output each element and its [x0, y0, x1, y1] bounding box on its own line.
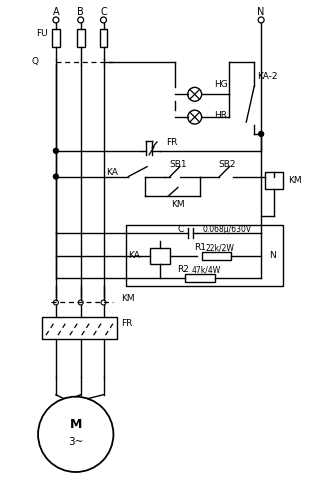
Text: SB1: SB1: [169, 160, 187, 169]
Text: 0.068μ/630V: 0.068μ/630V: [203, 224, 252, 234]
Circle shape: [259, 131, 264, 137]
Text: Q: Q: [31, 57, 38, 66]
Bar: [150, 248, 170, 264]
Text: R1: R1: [194, 244, 206, 252]
Bar: [265, 172, 283, 189]
Text: KA-2: KA-2: [257, 72, 278, 81]
Text: 47k/4W: 47k/4W: [192, 265, 221, 274]
Text: SB2: SB2: [219, 160, 236, 169]
Text: B: B: [77, 7, 84, 17]
Bar: [52, 29, 60, 47]
Bar: [77, 29, 85, 47]
Bar: [202, 252, 232, 260]
Text: C: C: [100, 7, 107, 17]
Text: FR: FR: [166, 139, 177, 147]
Text: N: N: [269, 251, 276, 261]
Text: C: C: [178, 224, 184, 234]
Text: KA: KA: [128, 251, 140, 261]
Text: FU: FU: [36, 29, 48, 39]
Text: KA: KA: [107, 168, 118, 177]
Text: R2: R2: [177, 265, 189, 274]
Bar: [42, 317, 118, 339]
Text: KM: KM: [288, 176, 301, 185]
Text: 22k/2W: 22k/2W: [205, 244, 234, 252]
Text: KM: KM: [171, 200, 185, 209]
Circle shape: [53, 148, 58, 153]
Bar: [126, 225, 283, 285]
Text: FR: FR: [121, 319, 133, 328]
Text: N: N: [258, 7, 265, 17]
Text: HR: HR: [214, 111, 228, 120]
Bar: [185, 274, 214, 282]
Text: A: A: [52, 7, 59, 17]
Text: M: M: [70, 418, 82, 431]
Text: HG: HG: [214, 80, 228, 89]
Text: KM: KM: [121, 294, 135, 303]
Text: 3~: 3~: [68, 437, 83, 447]
Circle shape: [53, 174, 58, 179]
Bar: [99, 29, 108, 47]
